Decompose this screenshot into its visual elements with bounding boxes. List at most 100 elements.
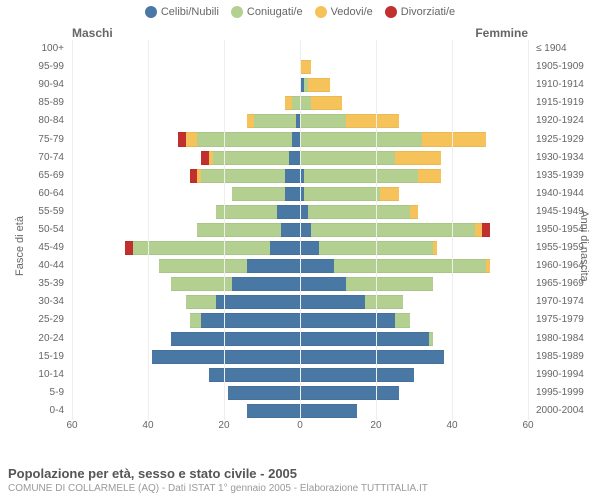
- y-tick-age: 85-89: [4, 98, 64, 108]
- legend: Celibi/NubiliConiugati/eVedovi/eDivorzia…: [0, 0, 600, 18]
- seg: [171, 277, 232, 291]
- y-tick-age: 75-79: [4, 135, 64, 145]
- gridline: [300, 40, 301, 420]
- seg: [482, 223, 490, 237]
- y-tick-birth: 1980-1984: [536, 334, 596, 344]
- y-tick-age: 25-29: [4, 315, 64, 325]
- seg: [216, 295, 300, 309]
- seg: [304, 187, 380, 201]
- seg: [247, 259, 300, 273]
- seg: [197, 132, 292, 146]
- y-tick-age: 100+: [4, 44, 64, 54]
- seg: [300, 313, 395, 327]
- x-tick: 0: [297, 420, 303, 431]
- y-tick-birth: 1940-1944: [536, 189, 596, 199]
- y-tick-birth: 1935-1939: [536, 171, 596, 181]
- y-tick-birth: 1995-1999: [536, 388, 596, 398]
- y-tick-age: 95-99: [4, 62, 64, 72]
- gridline: [452, 40, 453, 420]
- seg: [300, 386, 399, 400]
- seg: [418, 169, 441, 183]
- y-tick-birth: 1910-1914: [536, 80, 596, 90]
- y-tick-age: 15-19: [4, 352, 64, 362]
- seg: [197, 223, 281, 237]
- seg: [228, 386, 300, 400]
- seg: [247, 404, 300, 418]
- footer: Popolazione per età, sesso e stato civil…: [8, 466, 592, 494]
- legend-label: Vedovi/e: [331, 6, 373, 18]
- seg: [152, 350, 300, 364]
- y-tick-birth: 1930-1934: [536, 153, 596, 163]
- y-tick-birth: 1920-1924: [536, 116, 596, 126]
- seg: [311, 96, 341, 110]
- gridline: [148, 40, 149, 420]
- seg: [300, 277, 346, 291]
- y-tick-birth: 1990-1994: [536, 370, 596, 380]
- seg: [281, 223, 300, 237]
- seg: [422, 132, 487, 146]
- x-tick: 20: [218, 420, 229, 431]
- footer-title: Popolazione per età, sesso e stato civil…: [8, 466, 592, 481]
- seg: [292, 96, 300, 110]
- male-label: Maschi: [72, 26, 113, 40]
- seg: [300, 60, 311, 74]
- x-tick: 40: [142, 420, 153, 431]
- legend-swatch: [385, 6, 397, 18]
- x-axis: 6040200204060: [72, 420, 528, 434]
- seg: [300, 368, 414, 382]
- x-tick: 20: [370, 420, 381, 431]
- seg: [133, 241, 270, 255]
- y-tick-age: 90-94: [4, 80, 64, 90]
- y-tick-age: 10-14: [4, 370, 64, 380]
- y-tick-birth: 1915-1919: [536, 98, 596, 108]
- y-tick-age: 5-9: [4, 388, 64, 398]
- y-title-left: Fasce di età: [14, 216, 26, 276]
- y-tick-birth: 1905-1909: [536, 62, 596, 72]
- footer-sub: COMUNE DI COLLARMELE (AQ) - Dati ISTAT 1…: [8, 483, 592, 494]
- seg: [475, 223, 483, 237]
- seg: [285, 96, 293, 110]
- y-tick-age: 0-4: [4, 406, 64, 416]
- y-tick-birth: 2000-2004: [536, 406, 596, 416]
- seg: [232, 277, 300, 291]
- seg: [186, 295, 216, 309]
- seg: [190, 169, 198, 183]
- seg: [433, 241, 437, 255]
- y-tick-age: 20-24: [4, 334, 64, 344]
- seg: [201, 169, 285, 183]
- y-tick-birth: 1975-1979: [536, 315, 596, 325]
- legend-label: Celibi/Nubili: [161, 6, 219, 18]
- seg: [300, 259, 334, 273]
- seg: [285, 169, 300, 183]
- seg: [300, 295, 365, 309]
- seg: [429, 332, 433, 346]
- seg: [277, 205, 300, 219]
- y-tick-age: 70-74: [4, 153, 64, 163]
- seg: [190, 313, 201, 327]
- seg: [186, 132, 197, 146]
- gridline: [376, 40, 377, 420]
- seg: [300, 350, 444, 364]
- legend-swatch: [315, 6, 327, 18]
- y-tick-birth: ≤ 1904: [536, 44, 596, 54]
- seg: [410, 205, 418, 219]
- seg: [300, 151, 395, 165]
- seg: [395, 313, 410, 327]
- seg: [292, 132, 300, 146]
- gridline: [72, 40, 73, 420]
- seg: [300, 132, 422, 146]
- x-tick: 60: [522, 420, 533, 431]
- seg: [380, 187, 399, 201]
- y-tick-age: 65-69: [4, 171, 64, 181]
- seg: [209, 368, 300, 382]
- x-tick: 40: [446, 420, 457, 431]
- legend-item: Coniugati/e: [231, 6, 303, 18]
- seg: [300, 332, 429, 346]
- seg: [308, 78, 331, 92]
- seg: [201, 151, 209, 165]
- seg: [300, 114, 346, 128]
- y-tick-age: 35-39: [4, 279, 64, 289]
- legend-swatch: [145, 6, 157, 18]
- seg: [346, 114, 399, 128]
- seg: [216, 205, 277, 219]
